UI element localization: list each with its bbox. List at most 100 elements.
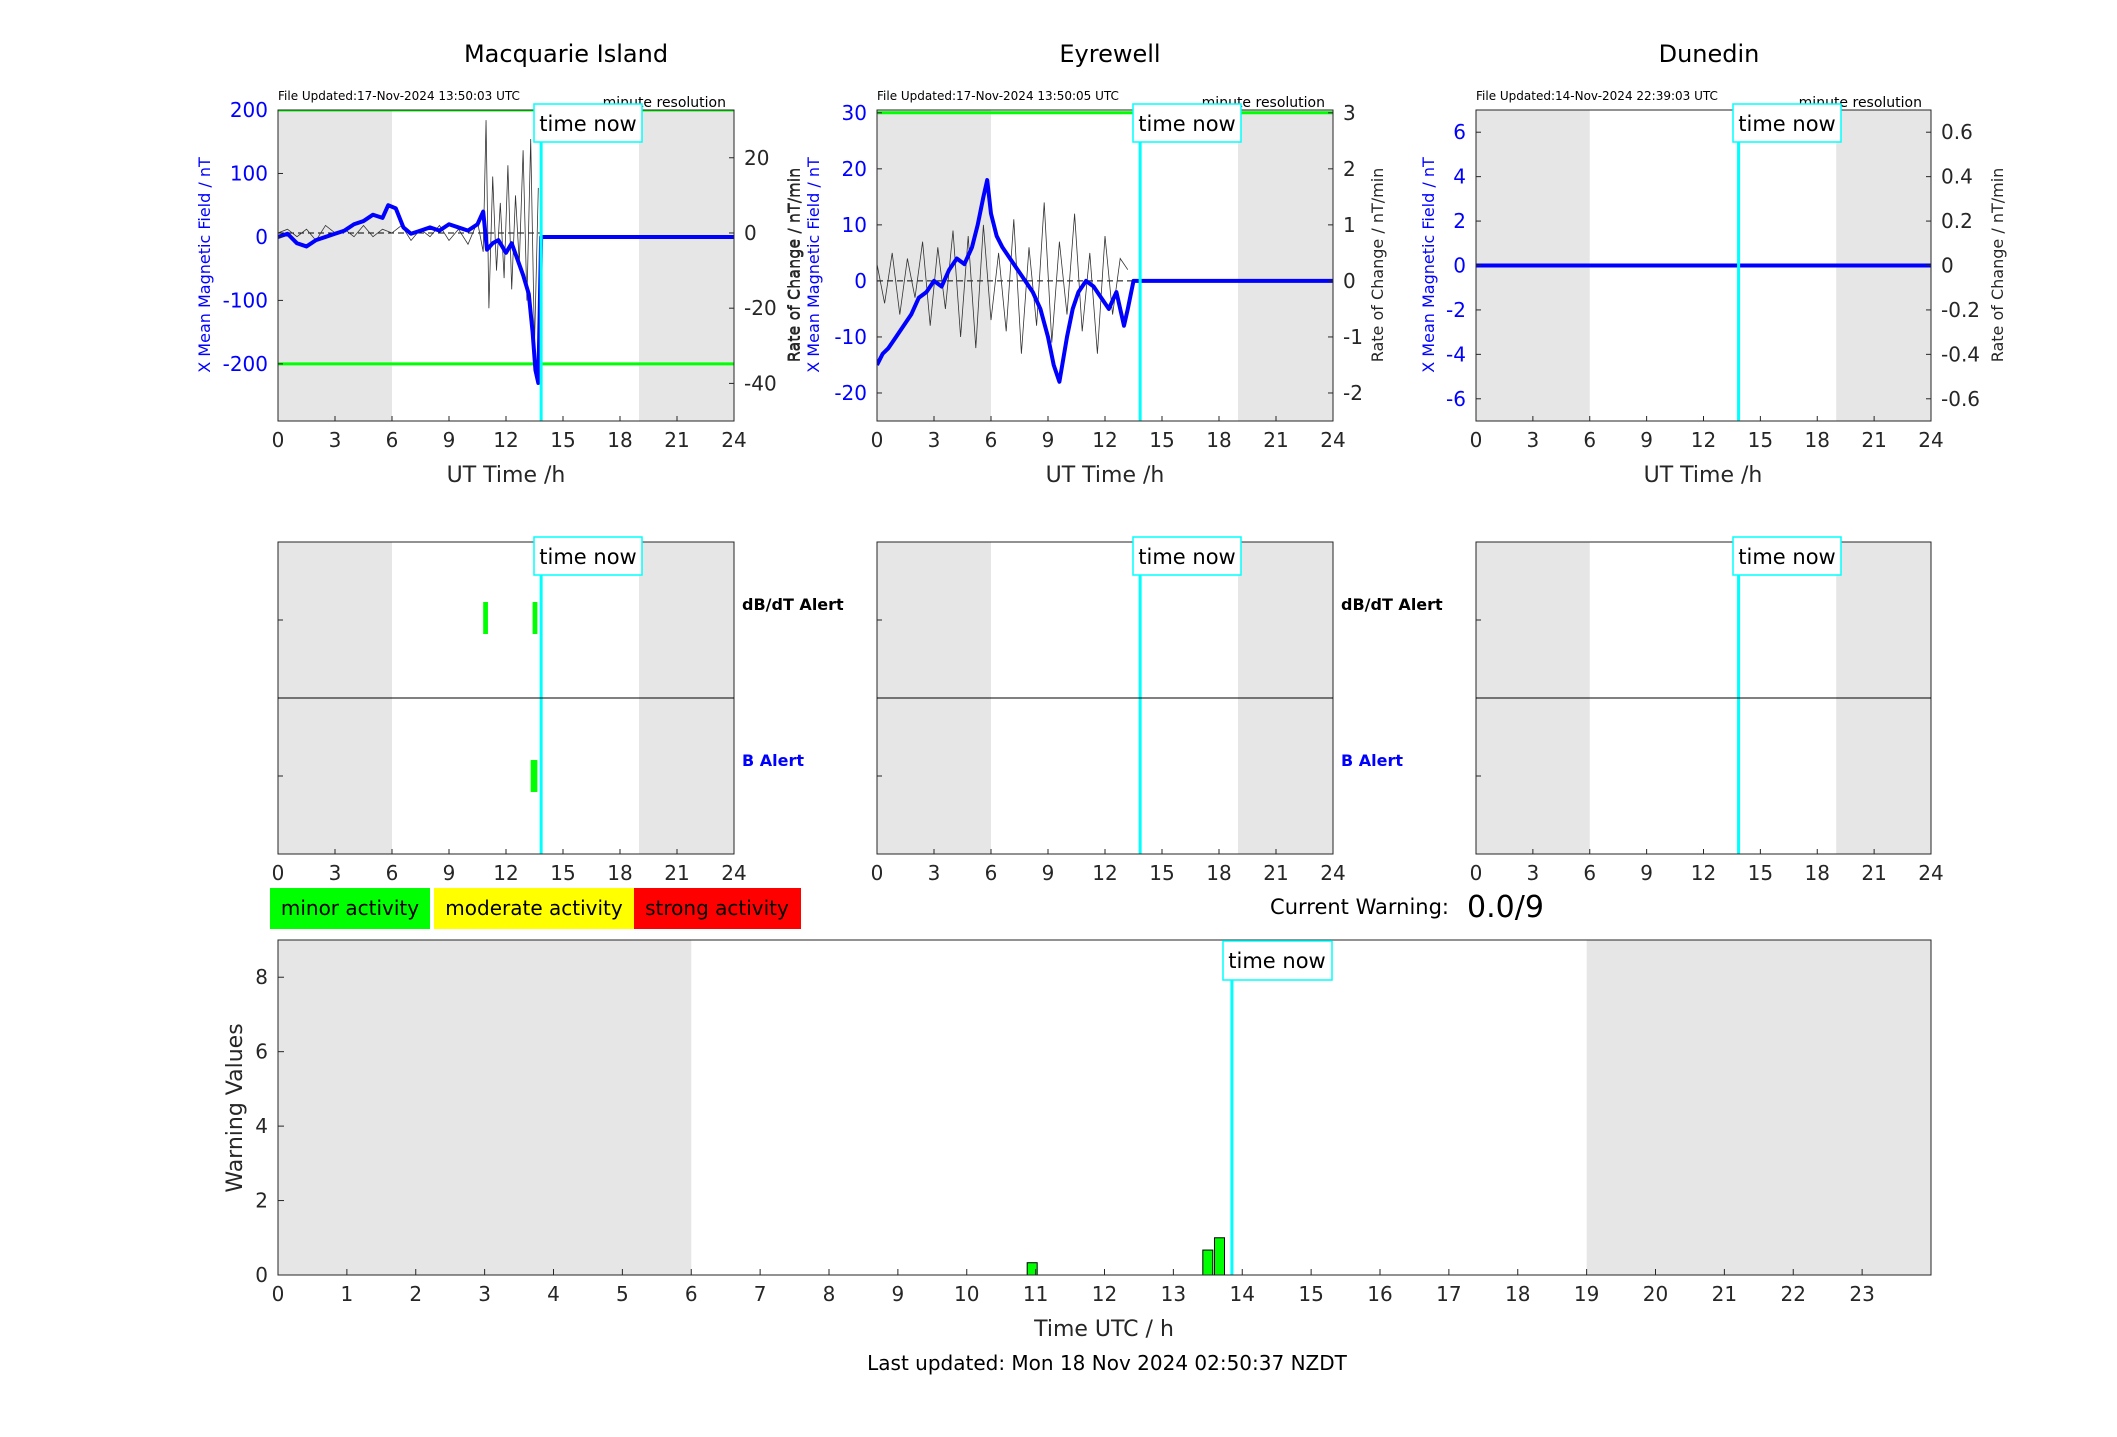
last-updated: Last updated: Mon 18 Nov 2024 02:50:37 N…	[867, 1351, 1348, 1375]
warning-bar	[1202, 1249, 1214, 1276]
x-tick-label: 15	[550, 861, 575, 885]
y-tick-label-left: -6	[1446, 387, 1466, 411]
warning-y-axis-label: Warning Values	[223, 1023, 248, 1192]
x-tick-label: 12	[493, 861, 518, 885]
y-tick-label-right: 0	[1343, 269, 1356, 293]
y-tick-label-right: 3	[1343, 101, 1356, 125]
x-tick-label: 18	[1805, 861, 1830, 885]
file-updated-label: File Updated:17-Nov-2024 13:50:03 UTC	[278, 89, 520, 103]
warning-bar	[1214, 1237, 1226, 1276]
x-tick-label: 4	[547, 1282, 560, 1306]
time-now-marker: time now	[533, 536, 643, 576]
x-tick-label: 18	[1505, 1282, 1530, 1306]
legend-moderate-swatch	[434, 888, 634, 929]
dbdt-alert-mark	[532, 602, 538, 634]
magnetic-field-series	[278, 203, 734, 385]
legend-moderate-label: moderate activity	[445, 896, 623, 920]
time-now-label: time now	[1738, 545, 1835, 569]
legend-minor-label: minor activity	[281, 896, 419, 920]
y-axis-label-left: X Mean Magnetic Field / nT	[804, 157, 823, 373]
y-tick-label-left: 6	[1453, 120, 1466, 144]
y-tick-label-right: 1	[1343, 213, 1356, 237]
x-tick-label: 3	[329, 428, 342, 452]
x-tick-label: 18	[1206, 861, 1231, 885]
y-tick-label-right: 0.2	[1941, 209, 1973, 233]
x-tick-label: 2	[409, 1282, 422, 1306]
x-tick-label: 9	[1042, 428, 1055, 452]
time-now-marker: time now	[1732, 103, 1842, 143]
x-tick-label: 0	[871, 861, 884, 885]
x-tick-label: 6	[386, 861, 399, 885]
y-tick-label-right: -1	[1343, 325, 1363, 349]
alert-panel-dunedin: 0 3 6 9 12 15 18 21 24 time now	[1470, 536, 1944, 885]
panel-title: Dunedin	[1659, 40, 1760, 68]
x-tick-label: 12	[493, 428, 518, 452]
y-tick-label-right: -2	[1343, 381, 1363, 405]
x-tick-label: 20	[1643, 1282, 1668, 1306]
x-tick-label: 18	[1805, 428, 1830, 452]
x-tick-label: 0	[272, 1282, 285, 1306]
legend-strong-swatch	[634, 888, 801, 929]
y-tick-label-left: -200	[223, 352, 268, 376]
dbdt-alert-label: dB/dT Alert	[742, 595, 844, 614]
y-tick-label-left: 100	[230, 161, 268, 185]
panel-dunedin: Dunedin 0 3 6 9 12 15 18 21 24 6 4 2 0 -2 -4 -6 0.6 0.4…	[1419, 40, 2007, 488]
b-alert-label: B Alert	[1341, 751, 1403, 770]
x-tick-label: 6	[1583, 428, 1596, 452]
x-tick-label: 24	[1918, 861, 1943, 885]
x-tick-label: 24	[721, 861, 746, 885]
y-tick-label: 0	[255, 1263, 268, 1287]
legend-minor-swatch	[270, 888, 430, 929]
x-tick-label: 12	[1092, 428, 1117, 452]
x-tick-label: 15	[1149, 428, 1174, 452]
x-tick-label: 15	[1149, 861, 1174, 885]
x-tick-label: 8	[823, 1282, 836, 1306]
b-alert-mark	[530, 760, 538, 792]
y-tick-label-right: 20	[744, 146, 769, 170]
alert-panel-macquarie: 0 3 6 9 12 15 18 21 24 dB/dT Alert B Alert time …	[272, 536, 844, 885]
x-tick-label: 1	[341, 1282, 354, 1306]
y-axis-label-right: Rate of Change / nT/min	[785, 168, 804, 363]
y-tick-label-left: 30	[842, 101, 867, 125]
x-tick-label: 12	[1691, 861, 1716, 885]
y-tick-label-left: 0	[854, 269, 867, 293]
y-tick-label-left: 4	[1453, 165, 1466, 189]
y-tick-label-left: 0	[255, 225, 268, 249]
x-tick-label: 23	[1849, 1282, 1874, 1306]
rate-of-change-series	[877, 202, 1129, 354]
magnetic-field-series	[877, 178, 1333, 384]
x-tick-label: 18	[607, 861, 632, 885]
y-tick-label-left: -2	[1446, 298, 1466, 322]
y-tick-label-right: -0.2	[1941, 298, 1980, 322]
x-tick-label: 6	[985, 428, 998, 452]
x-tick-label: 18	[607, 428, 632, 452]
x-tick-label: 21	[664, 428, 689, 452]
x-tick-label: 21	[664, 861, 689, 885]
y-tick-label-left: 10	[842, 213, 867, 237]
night-band	[877, 110, 991, 421]
y-tick-label-left: 20	[842, 157, 867, 181]
x-tick-label: 11	[1023, 1282, 1048, 1306]
x-tick-label: 24	[1320, 861, 1345, 885]
x-tick-label: 9	[443, 428, 456, 452]
time-now-label: time now	[539, 545, 636, 569]
night-band	[1586, 940, 1931, 1275]
file-updated-label: File Updated:14-Nov-2024 22:39:03 UTC	[1476, 89, 1718, 103]
x-tick-label: 9	[1640, 428, 1653, 452]
panel-macquarie-island: Macquarie Island 0 3 6 9 12 15 18 21 24 2001000-…	[195, 40, 804, 488]
x-tick-label: 3	[1527, 861, 1540, 885]
y-tick-label: 2	[255, 1189, 268, 1213]
y-tick-label-left: 0	[1453, 254, 1466, 278]
x-tick-label: 6	[985, 861, 998, 885]
time-now-marker: time now	[533, 103, 643, 143]
x-tick-label: 3	[478, 1282, 491, 1306]
y-tick-label-right: 0.6	[1941, 120, 1973, 144]
y-tick-label-left: -100	[223, 288, 268, 312]
y-tick-label-right: -20	[744, 296, 777, 320]
x-tick-label: 0	[1470, 861, 1483, 885]
y-tick-label-left: -20	[834, 381, 867, 405]
night-band	[278, 110, 392, 421]
x-tick-label: 12	[1092, 861, 1117, 885]
x-tick-label: 9	[443, 861, 456, 885]
